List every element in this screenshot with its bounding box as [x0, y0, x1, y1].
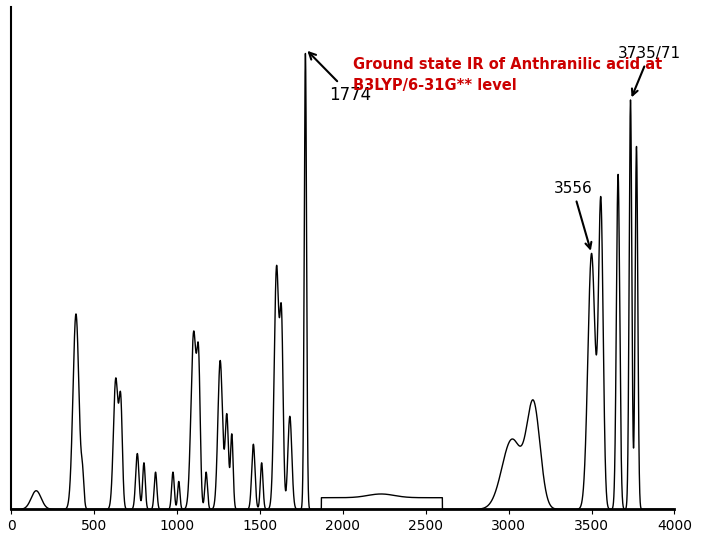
Text: Ground state IR of Anthranilic acid at
B3LYP/6-31G** level: Ground state IR of Anthranilic acid at B… — [353, 57, 662, 93]
Text: 3735/71: 3735/71 — [618, 46, 681, 95]
Text: 1774: 1774 — [309, 52, 372, 104]
Text: 3556: 3556 — [554, 181, 592, 248]
